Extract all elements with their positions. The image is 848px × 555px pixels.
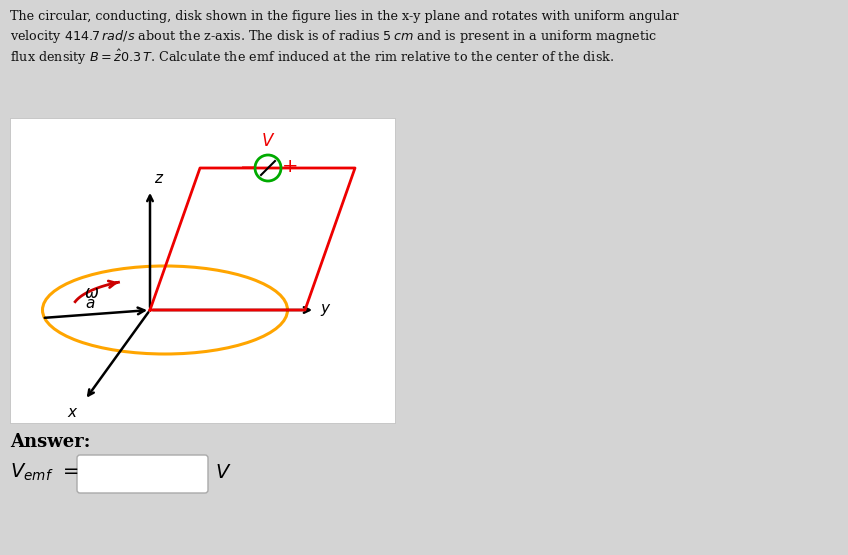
Text: $a$: $a$	[85, 296, 95, 311]
Text: velocity $414.7\,rad/s$ about the z-axis. The disk is of radius $5\,cm$ and is p: velocity $414.7\,rad/s$ about the z-axis…	[10, 28, 657, 45]
Text: $V_{emf}$  =: $V_{emf}$ =	[10, 461, 79, 483]
Text: $-$: $-$	[239, 157, 255, 175]
Text: $+$: $+$	[281, 157, 297, 175]
Text: flux density $B = \hat{z}0.3\,T$. Calculate the emf induced at the rim relative : flux density $B = \hat{z}0.3\,T$. Calcul…	[10, 48, 614, 67]
Text: Answer:: Answer:	[10, 433, 91, 451]
Text: $y$: $y$	[320, 302, 332, 318]
Text: $\omega$: $\omega$	[85, 284, 99, 302]
FancyBboxPatch shape	[77, 455, 208, 493]
Text: The circular, conducting, disk shown in the figure lies in the x-y plane and rot: The circular, conducting, disk shown in …	[10, 10, 678, 23]
Text: $z$: $z$	[154, 171, 165, 186]
Text: $V$: $V$	[215, 462, 232, 482]
Text: $V$: $V$	[261, 132, 275, 150]
Text: $x$: $x$	[68, 405, 79, 420]
FancyBboxPatch shape	[10, 118, 395, 423]
